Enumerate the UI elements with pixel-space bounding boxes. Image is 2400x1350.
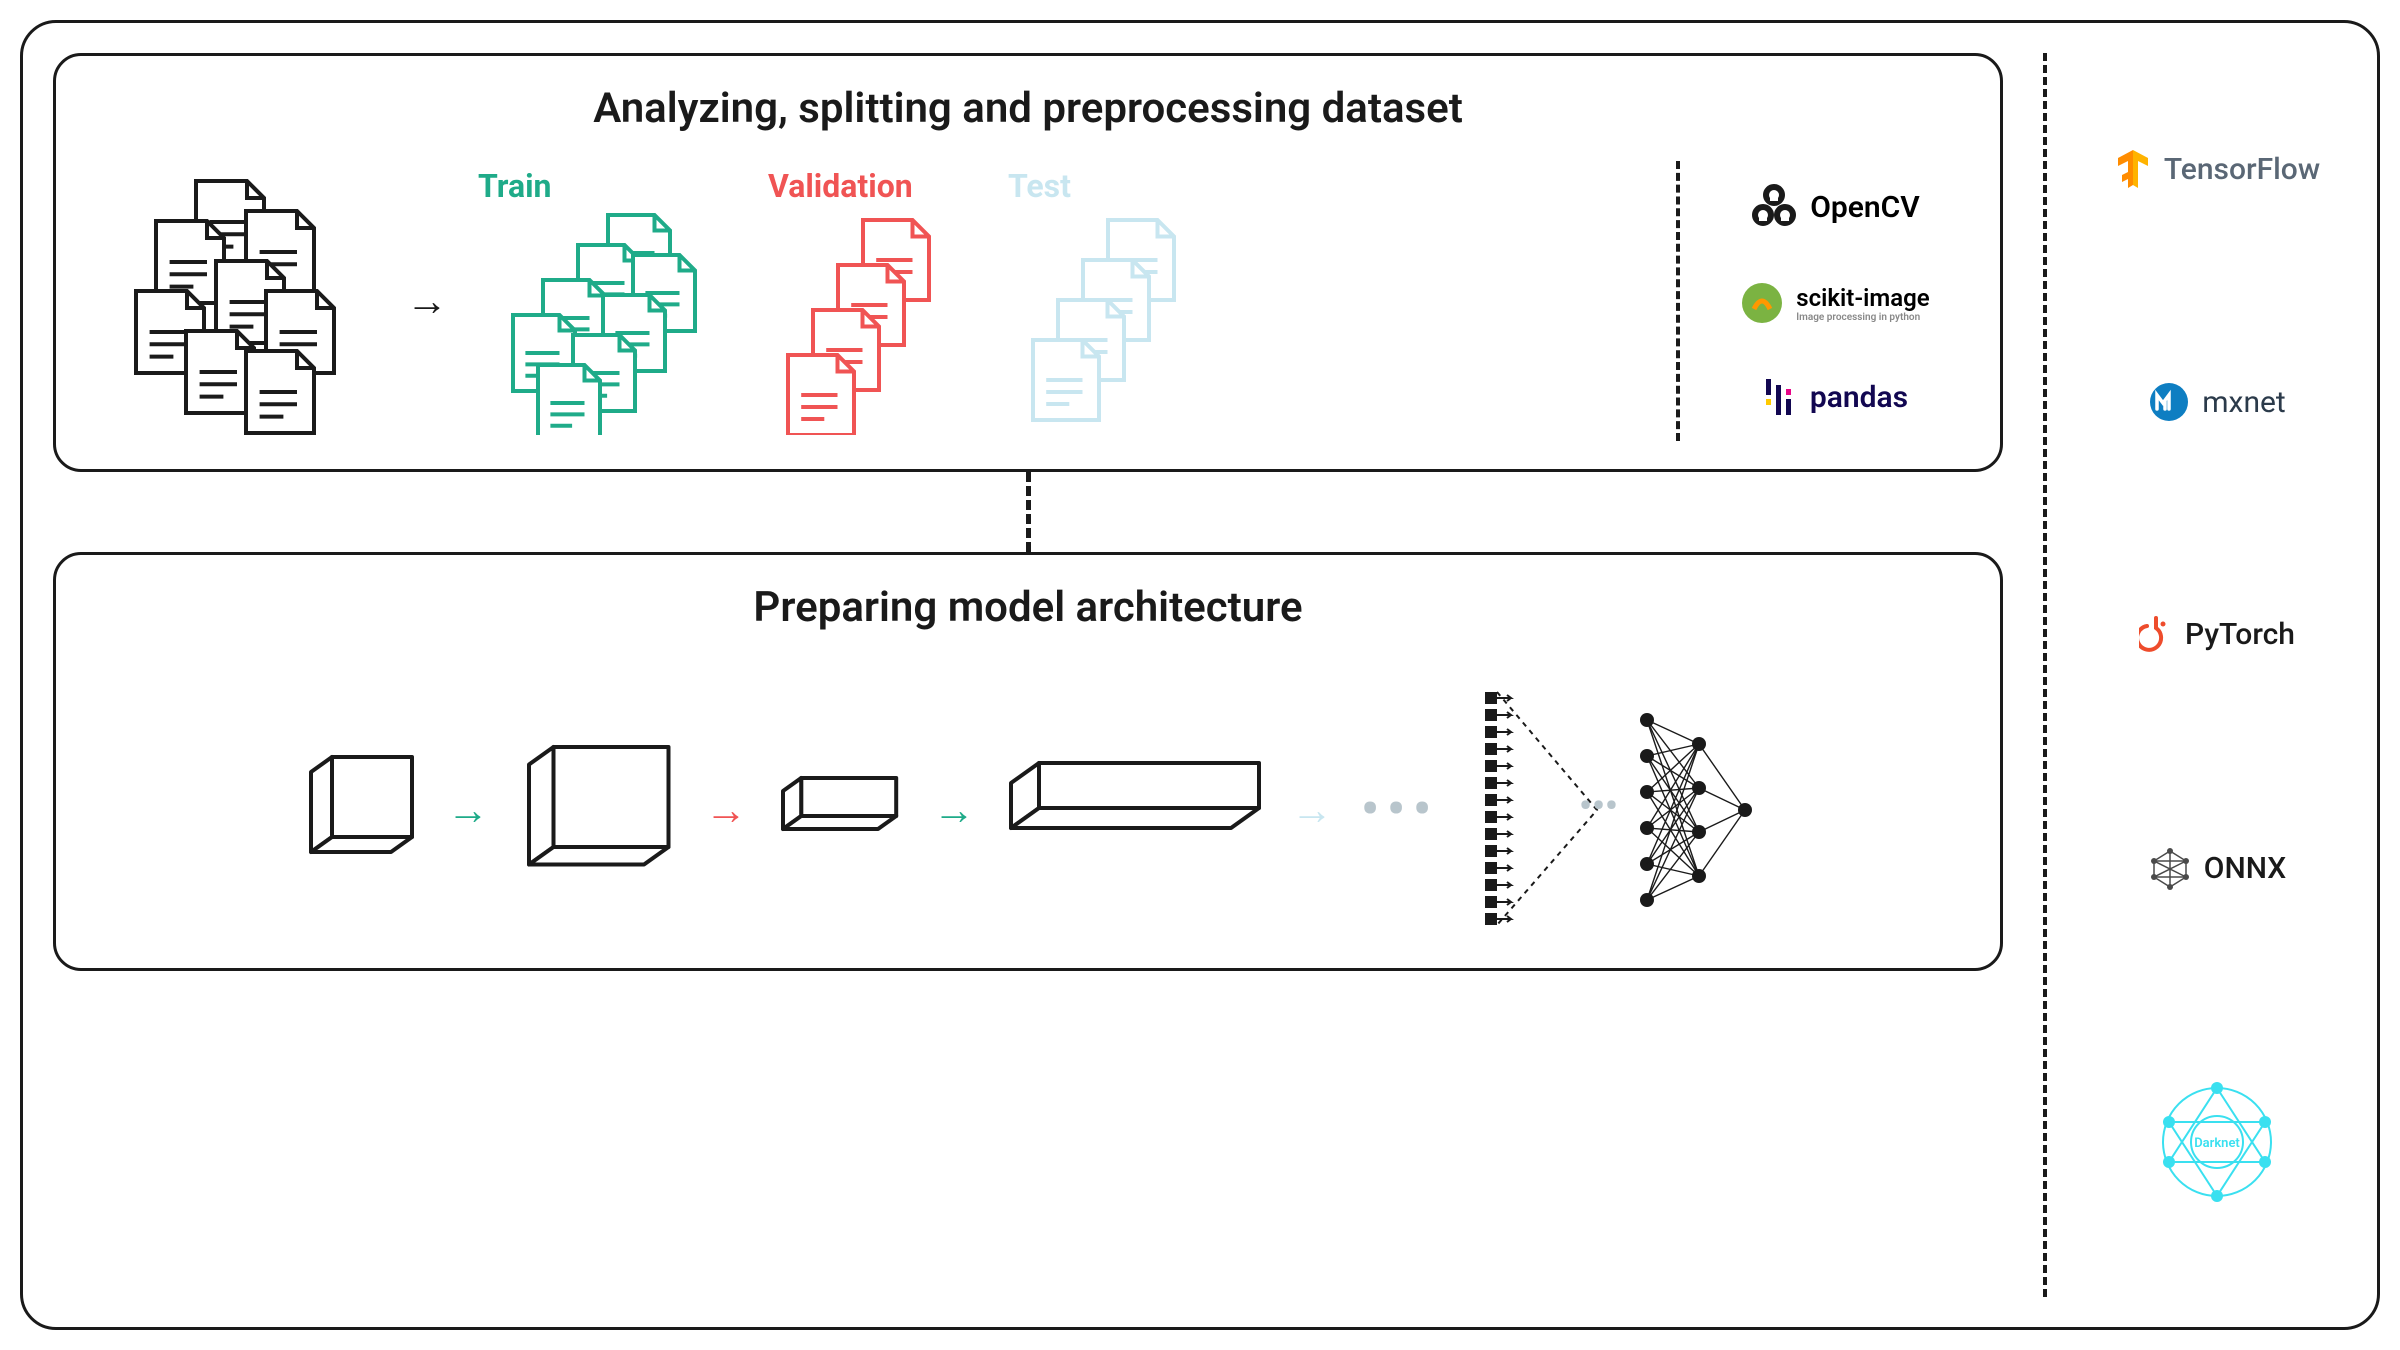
test-label: Test bbox=[1008, 167, 1208, 205]
arrow-green-icon: → bbox=[933, 786, 975, 835]
scikit-icon bbox=[1740, 281, 1784, 325]
pytorch-icon bbox=[2139, 614, 2173, 656]
test-files-icon bbox=[1008, 205, 1208, 435]
raw-files-icon bbox=[96, 161, 376, 441]
tensorflow-text: TensorFlow bbox=[2164, 152, 2320, 187]
pandas-icon bbox=[1762, 375, 1798, 419]
tensorflow-icon bbox=[2114, 148, 2152, 190]
pytorch-text: PyTorch bbox=[2185, 617, 2295, 652]
validation-files-icon bbox=[768, 205, 958, 435]
train-files-icon bbox=[478, 205, 718, 435]
connector-line bbox=[1026, 472, 1031, 552]
onnx-text: ONNX bbox=[2204, 851, 2286, 886]
pandas-text: pandas bbox=[1810, 380, 1908, 415]
preprocessing-tools: OpenCV scikit-image Image processing in … bbox=[1680, 183, 1960, 419]
panel1-title: Analyzing, splitting and preprocessing d… bbox=[96, 84, 1960, 133]
tensor-brick-icon bbox=[775, 770, 905, 850]
preprocessing-panel: Analyzing, splitting and preprocessing d… bbox=[53, 53, 2003, 472]
ellipsis-icon: ••• bbox=[1361, 781, 1439, 839]
mxnet-text: mxnet bbox=[2202, 385, 2285, 420]
scikit-image-logo: scikit-image Image processing in python bbox=[1740, 281, 1929, 325]
dataset-flow: → Train bbox=[96, 161, 1680, 441]
splits-container: Train bbox=[478, 167, 1208, 435]
panel-connector bbox=[53, 472, 2003, 552]
pytorch-logo: PyTorch bbox=[2139, 614, 2295, 656]
opencv-text: OpenCV bbox=[1810, 190, 1920, 225]
train-label: Train bbox=[478, 167, 718, 205]
tensor-cube-icon bbox=[299, 745, 419, 875]
validation-block: Validation bbox=[768, 167, 958, 435]
mxnet-logo: mxnet bbox=[2148, 381, 2285, 423]
architecture-panel: Preparing model architecture → → → → ••• bbox=[53, 552, 2003, 971]
arrow-green-icon: → bbox=[447, 786, 489, 835]
darknet-icon: Darknet bbox=[2157, 1082, 2277, 1202]
arrow-red-icon: → bbox=[705, 786, 747, 835]
opencv-icon bbox=[1750, 183, 1798, 231]
onnx-icon bbox=[2148, 847, 2192, 891]
panel2-title: Preparing model architecture bbox=[96, 583, 1960, 632]
panel1-content: → Train bbox=[96, 161, 1960, 441]
arrow-icon: → bbox=[406, 277, 448, 326]
scikit-sub: Image processing in python bbox=[1796, 312, 1929, 323]
outer-container: Analyzing, splitting and preprocessing d… bbox=[20, 20, 2380, 1330]
left-column: Analyzing, splitting and preprocessing d… bbox=[53, 53, 2047, 1297]
arrow-light-icon: → bbox=[1291, 786, 1333, 835]
frameworks-column: TensorFlow mxnet PyTorch ONNX Darknet bbox=[2047, 53, 2347, 1297]
tensorflow-logo: TensorFlow bbox=[2114, 148, 2320, 190]
mxnet-icon bbox=[2148, 381, 2190, 423]
tensor-cube-icon bbox=[517, 735, 677, 885]
onnx-logo: ONNX bbox=[2148, 847, 2286, 891]
opencv-logo: OpenCV bbox=[1750, 183, 1920, 231]
train-block: Train bbox=[478, 167, 718, 435]
architecture-flow: → → → → ••• ••• bbox=[96, 680, 1960, 940]
validation-label: Validation bbox=[768, 167, 958, 205]
svg-text:•••: ••• bbox=[1579, 785, 1618, 827]
scikit-text: scikit-image bbox=[1796, 284, 1929, 312]
darknet-text: Darknet bbox=[2194, 1136, 2240, 1151]
scikit-text-block: scikit-image Image processing in python bbox=[1796, 284, 1929, 323]
tensor-long-icon bbox=[1003, 755, 1263, 865]
neural-network-icon: ••• bbox=[1467, 680, 1757, 940]
pandas-logo: pandas bbox=[1762, 375, 1908, 419]
darknet-logo: Darknet bbox=[2157, 1082, 2277, 1202]
test-block: Test bbox=[1008, 167, 1208, 435]
